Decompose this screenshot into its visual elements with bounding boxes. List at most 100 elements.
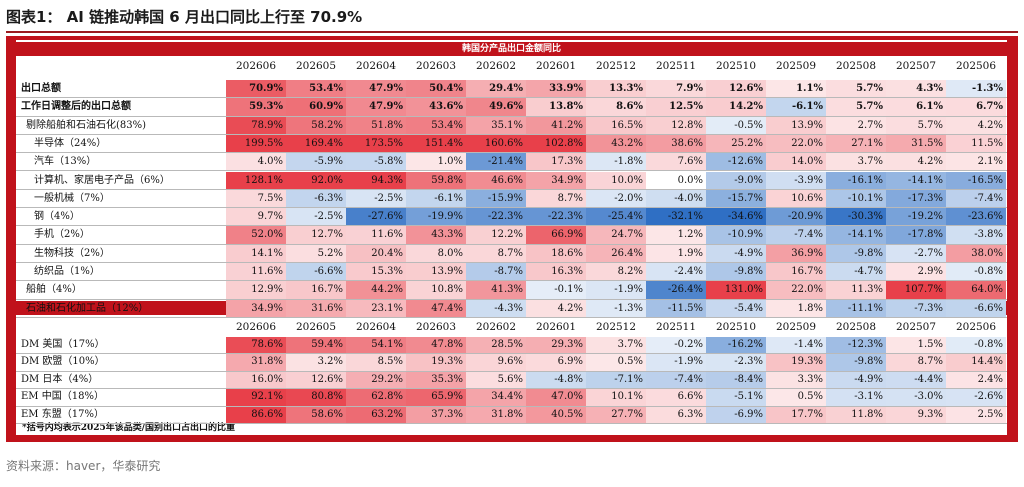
heatmap-cell: -9.8% xyxy=(706,263,766,281)
heatmap-cell: 92.1% xyxy=(226,389,286,406)
heatmap-cell: 58.2% xyxy=(286,116,346,134)
column-header: 202606 xyxy=(235,60,277,72)
heatmap-cell: -14.1% xyxy=(886,171,946,189)
heatmap-cell: -0.2% xyxy=(646,337,706,354)
heatmap-cell: -1.9% xyxy=(646,354,706,371)
heatmap-cell: 59.8% xyxy=(406,171,466,189)
heatmap-cell: -17.8% xyxy=(886,226,946,244)
header-spacer xyxy=(16,321,226,333)
heatmap-cell: 36.9% xyxy=(766,244,826,262)
heatmap-cell: -1.9% xyxy=(586,281,646,299)
heatmap-cell: 50.4% xyxy=(406,80,466,98)
heatmap-cell: 25.2% xyxy=(706,134,766,153)
heatmap-cell: -3.1% xyxy=(826,389,886,406)
heatmap-cell: -2.3% xyxy=(706,354,766,371)
heatmap-cell: 34.9% xyxy=(526,171,586,189)
heatmap-cell: -16.1% xyxy=(826,171,886,189)
heatmap-cell: 47.9% xyxy=(346,80,406,98)
heatmap-cell: 35.3% xyxy=(406,371,466,389)
heatmap-cell: -0.5% xyxy=(706,116,766,134)
heatmap-cell: -6.9% xyxy=(706,406,766,423)
row-label: 纺织品（1%） xyxy=(34,266,100,277)
heatmap-cell: -3.9% xyxy=(766,171,826,189)
heatmap-cell: -12.6% xyxy=(706,153,766,171)
row-label: 工作日调整后的出口总额 xyxy=(21,101,131,113)
heatmap-cell: 40.5% xyxy=(526,406,586,423)
heatmap-cell: 6.7% xyxy=(946,98,1006,116)
row-label: 船舶（4%） xyxy=(26,284,82,296)
heatmap-cell: -20.9% xyxy=(766,208,826,226)
heatmap-cell: 20.4% xyxy=(346,244,406,262)
heatmap-cell: 63.2% xyxy=(346,406,406,423)
figure-title: 图表1： AI 链推动韩国 6 月出口同比上行至 70.9% xyxy=(6,8,363,26)
heatmap-cell: -7.4% xyxy=(946,189,1006,208)
heatmap-cell: -15.9% xyxy=(466,189,526,208)
heatmap-cell: -4.9% xyxy=(706,244,766,262)
heatmap-cell: -7.1% xyxy=(586,371,646,389)
heatmap-cell: 66.9% xyxy=(526,226,586,244)
heatmap-cell: 43.6% xyxy=(406,98,466,116)
heatmap-cell: 4.0% xyxy=(226,153,286,171)
heatmap-cell: 26.4% xyxy=(586,244,646,262)
table-row: EM 东盟（17%） 86.6% 58.6% 63.2% 37.3% 31.8% 40.5%… xyxy=(16,406,1007,424)
column-header: 202509 xyxy=(775,60,817,72)
heatmap-cell: -5.9% xyxy=(286,153,346,171)
heatmap-cell: 7.5% xyxy=(226,189,286,208)
heatmap-cell: -4.4% xyxy=(886,371,946,389)
column-header: 202506 xyxy=(955,60,997,72)
heatmap-cell: 29.3% xyxy=(526,337,586,354)
column-header: 202507 xyxy=(895,60,937,72)
heatmap-cell: 62.8% xyxy=(346,389,406,406)
heatmap-cell: -17.3% xyxy=(886,189,946,208)
heatmap-cell: 4.2% xyxy=(526,299,586,317)
heatmap-cell: -25.4% xyxy=(586,208,646,226)
column-header: 202508 xyxy=(835,321,877,333)
table-row: 出口总额 70.9% 53.4% 47.9% 50.4% 29.4% 33.9% 13.3% 7… xyxy=(16,80,1007,99)
heatmap-cell: -4.0% xyxy=(646,189,706,208)
heatmap-cell: -7.3% xyxy=(886,299,946,317)
heatmap-cell: -21.4% xyxy=(466,153,526,171)
heatmap-cell: 34.4% xyxy=(466,389,526,406)
table-area: 韩国分产品出口金额同比 韩国分地区出口金额同比 *括号内均表示2025年该品类/… xyxy=(16,40,1007,435)
heatmap-cell: 5.7% xyxy=(826,98,886,116)
heatmap-cell: -1.3% xyxy=(946,80,1006,98)
heatmap-cell: -6.1% xyxy=(406,189,466,208)
table-row: 纺织品（1%） 11.6% -6.6% 15.3% 13.9% -8.7% 16.3% 8.2… xyxy=(16,263,1007,282)
heatmap-cell: -22.3% xyxy=(466,208,526,226)
heatmap-cell: 12.2% xyxy=(466,226,526,244)
heatmap-cell: 35.1% xyxy=(466,116,526,134)
heatmap-cell: 53.4% xyxy=(406,116,466,134)
table-row: 剔除船舶和石油石化(83%) 78.9% 58.2% 51.8% 53.4% 35.1% 4… xyxy=(16,116,1007,135)
heatmap-cell: 65.9% xyxy=(406,389,466,406)
heatmap-cell: 64.0% xyxy=(946,281,1006,299)
table-row: DM 欧盟（10%） 31.8% 3.2% 8.5% 19.3% 9.6% 6.9% 0.5%… xyxy=(16,354,1007,372)
heatmap-cell: -1.4% xyxy=(766,337,826,354)
heatmap-cell: -0.8% xyxy=(946,263,1006,281)
heatmap-cell: -5.8% xyxy=(346,153,406,171)
heatmap-cell: 173.5% xyxy=(346,134,406,153)
heatmap-cell: 169.4% xyxy=(286,134,346,153)
heatmap-cell: 13.9% xyxy=(766,116,826,134)
heatmap-cell: 1.2% xyxy=(646,226,706,244)
heatmap-cell: 47.8% xyxy=(406,337,466,354)
heatmap-cell: -19.2% xyxy=(886,208,946,226)
heatmap-cell: 10.6% xyxy=(766,189,826,208)
table-row: 船舶（4%） 12.9% 16.7% 44.2% 10.8% 41.3% -0.1% -1.9… xyxy=(16,281,1007,300)
heatmap-cell: 9.3% xyxy=(886,406,946,423)
heatmap-cell: 14.0% xyxy=(766,153,826,171)
heatmap-cell: -2.5% xyxy=(346,189,406,208)
heatmap-cell: -6.3% xyxy=(286,189,346,208)
heatmap-cell: 24.7% xyxy=(586,226,646,244)
heatmap-cell: 16.3% xyxy=(526,263,586,281)
heatmap-cell: 12.6% xyxy=(286,371,346,389)
heatmap-cell: 8.6% xyxy=(586,98,646,116)
heatmap-cell: 31.8% xyxy=(226,354,286,371)
heatmap-cell: 13.8% xyxy=(526,98,586,116)
heatmap-cell: 18.6% xyxy=(526,244,586,262)
heatmap-cell: 0.5% xyxy=(586,354,646,371)
heatmap-cell: 8.2% xyxy=(586,263,646,281)
heatmap-cell: 9.7% xyxy=(226,208,286,226)
heatmap-cell: -1.3% xyxy=(586,299,646,317)
row-label: 汽车（13%） xyxy=(34,156,97,168)
heatmap-cell: -0.8% xyxy=(946,337,1006,354)
